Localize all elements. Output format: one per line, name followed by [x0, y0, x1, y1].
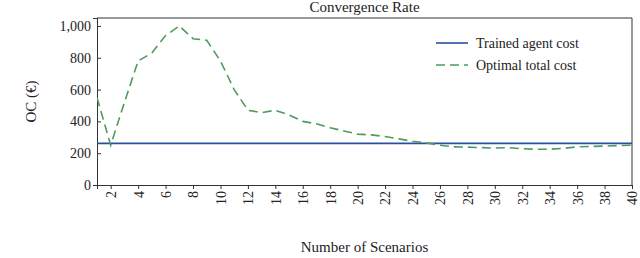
x-axis-title: Number of Scenarios: [301, 239, 429, 255]
y-tick-mark: [97, 153, 101, 154]
x-tick: 20: [351, 185, 366, 205]
x-tick-mark: [111, 185, 112, 189]
x-tick-label: 34: [543, 191, 558, 205]
x-tick: 28: [461, 185, 476, 205]
y-axis-line: [93, 19, 98, 186]
y-tick-label: 200: [70, 146, 91, 161]
y-tick-mark: [97, 58, 101, 59]
y-tick: 200: [70, 146, 101, 161]
x-tick: 14: [269, 185, 284, 205]
x-tick-label: 32: [516, 191, 531, 205]
x-tick-label: 40: [625, 191, 640, 205]
x-tick: 6: [159, 185, 174, 198]
x-tick: 12: [241, 185, 256, 205]
x-tick-label: 6: [159, 191, 174, 198]
x-tick: 18: [324, 185, 339, 205]
y-tick-mark: [97, 121, 101, 122]
y-tick-mark: [97, 90, 101, 91]
x-tick-mark: [248, 185, 249, 189]
x-tick: 30: [488, 185, 503, 205]
x-axis: 246810121416182022242628303234363840: [98, 185, 640, 205]
x-tick: 36: [571, 185, 586, 205]
y-tick-label: 800: [70, 51, 91, 66]
x-tick-label: 4: [132, 191, 147, 198]
legend-box: [428, 26, 618, 84]
x-tick-label: 22: [378, 191, 393, 205]
legend: Trained agent cost Optimal total cost: [428, 26, 618, 84]
x-tick-label: 2: [104, 191, 119, 198]
chart-title: Convergence Rate: [309, 0, 419, 15]
x-tick-label: 28: [461, 191, 476, 205]
y-tick-label: 0: [84, 178, 91, 193]
x-tick: 4: [132, 185, 147, 198]
legend-label: Trained agent cost: [476, 36, 579, 51]
x-tick: 10: [214, 185, 229, 205]
x-tick-mark: [303, 185, 304, 189]
x-tick-label: 30: [488, 191, 503, 205]
x-tick-mark: [632, 185, 633, 189]
x-tick: 34: [543, 185, 558, 205]
x-tick-mark: [330, 185, 331, 189]
x-axis-line: [98, 186, 633, 190]
y-axis-title: OC (€): [23, 80, 40, 122]
plot-area: [97, 26, 632, 149]
x-tick-mark: [605, 185, 606, 189]
x-tick-label: 18: [324, 191, 339, 205]
x-tick-label: 24: [406, 191, 421, 205]
x-tick-label: 38: [598, 191, 613, 205]
x-tick-mark: [577, 185, 578, 189]
plot-frame: [97, 18, 632, 185]
x-tick-mark: [358, 185, 359, 189]
x-tick-mark: [467, 185, 468, 189]
x-tick: 24: [406, 185, 421, 205]
y-tick-label: 600: [70, 83, 91, 98]
y-axis: 0 200 400 600 800 1,000: [60, 19, 102, 193]
x-tick-label: 12: [241, 191, 256, 205]
x-tick: 8: [186, 185, 201, 198]
y-tick-label: 1,000: [60, 19, 92, 34]
x-tick: 38: [598, 185, 613, 205]
x-tick: 40: [625, 185, 640, 205]
x-tick-mark: [522, 185, 523, 189]
y-tick: 800: [70, 51, 101, 66]
x-tick: 2: [104, 185, 119, 198]
y-tick: 600: [70, 83, 101, 98]
legend-swatch: [436, 42, 468, 44]
legend-swatch: [436, 64, 468, 66]
x-tick-mark: [220, 185, 221, 189]
legend-label: Optimal total cost: [476, 58, 576, 73]
y-tick: 400: [70, 114, 101, 129]
x-tick: 26: [433, 185, 448, 205]
x-tick: 16: [296, 185, 311, 205]
x-tick-mark: [385, 185, 386, 189]
y-tick: 1,000: [60, 19, 102, 34]
x-tick-label: 36: [571, 191, 586, 205]
x-tick-label: 14: [269, 191, 284, 205]
x-tick: 22: [378, 185, 393, 205]
x-tick: 32: [516, 185, 531, 205]
x-tick-label: 26: [433, 191, 448, 205]
x-tick-label: 20: [351, 191, 366, 205]
series-line: [97, 143, 632, 145]
chart: Convergence Rate02004006008001,000246810…: [0, 0, 640, 258]
x-tick-mark: [138, 185, 139, 189]
x-tick-mark: [550, 185, 551, 189]
x-tick-mark: [166, 185, 167, 189]
x-tick-label: 10: [214, 191, 229, 205]
x-tick-label: 16: [296, 191, 311, 205]
y-tick-label: 400: [70, 114, 91, 129]
x-tick-label: 8: [186, 191, 201, 198]
y-tick-mark: [97, 26, 101, 27]
x-tick-mark: [193, 185, 194, 189]
x-tick-mark: [275, 185, 276, 189]
x-tick-mark: [413, 185, 414, 189]
x-tick-mark: [440, 185, 441, 189]
x-tick-mark: [495, 185, 496, 189]
series-line: [97, 26, 632, 149]
